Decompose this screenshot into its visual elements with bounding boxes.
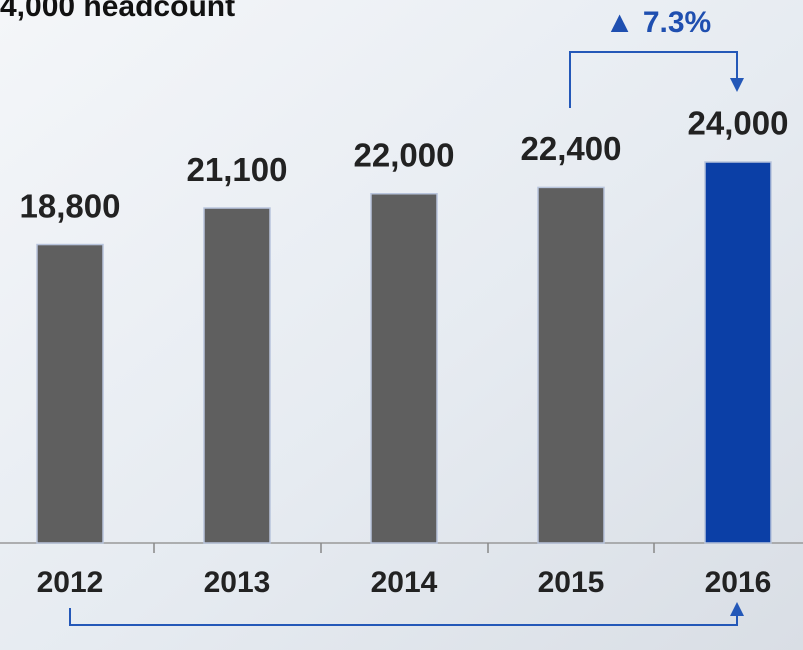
chart-title: 4,000 headcount — [0, 0, 235, 23]
x-tick-label: 2012 — [37, 566, 104, 599]
bar — [705, 162, 771, 543]
x-tick-label: 2016 — [705, 566, 772, 599]
x-tick-label: 2014 — [371, 566, 438, 599]
x-tick-label: 2013 — [204, 566, 271, 599]
bar — [371, 194, 437, 543]
x-tick-label: 2015 — [538, 566, 605, 599]
annotation: ▲ 7.3% — [605, 6, 711, 39]
page: {"chart_data": {"type": "bar", "title": … — [0, 0, 803, 650]
value-label: 21,100 — [187, 151, 288, 188]
value-label: 24,000 — [688, 105, 789, 142]
bar — [538, 187, 604, 543]
bar — [37, 245, 103, 543]
value-label: 18,800 — [20, 187, 121, 224]
value-label: 22,000 — [354, 136, 455, 173]
bar — [204, 208, 270, 543]
value-label: 22,400 — [521, 130, 622, 167]
chart: 4,000 headcount ▲ 7.3% 18,800 2012 21,100 2… — [0, 0, 803, 650]
